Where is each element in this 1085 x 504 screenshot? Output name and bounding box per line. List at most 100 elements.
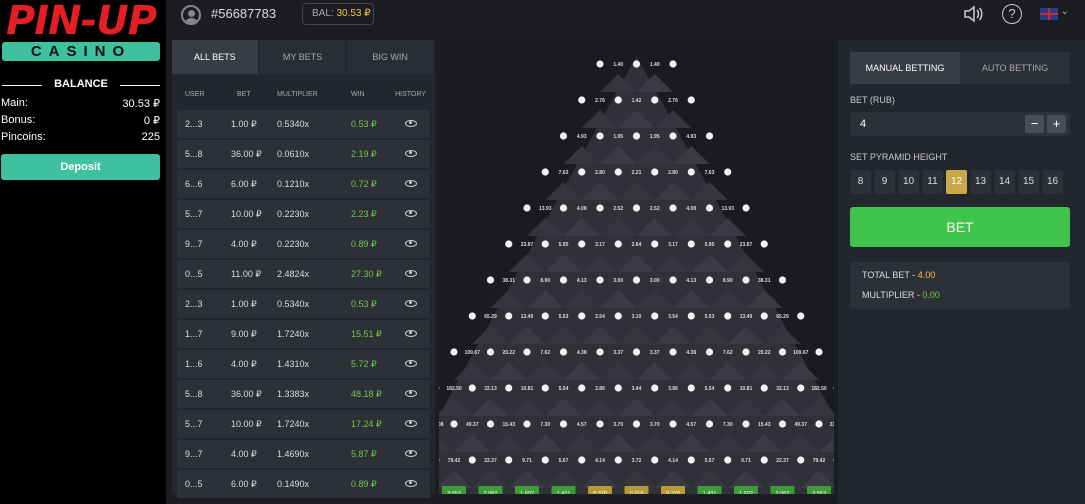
pinup-logo[interactable]: PIN-UP CASINO [0, 0, 166, 62]
history-button[interactable] [391, 389, 430, 399]
row-bet: 1.00 ₽ [231, 298, 257, 309]
help-icon[interactable]: ? [1002, 4, 1022, 24]
peg [669, 60, 677, 68]
row-bet: 36.00 ₽ [231, 388, 262, 399]
history-button[interactable] [391, 449, 430, 459]
peg [705, 204, 714, 212]
peg [541, 456, 549, 464]
peg [687, 240, 695, 248]
history-button[interactable] [391, 149, 430, 159]
history-button[interactable] [391, 209, 430, 219]
speaker-icon[interactable] [963, 4, 985, 26]
pyramid-cell [636, 218, 673, 236]
history-button[interactable] [391, 359, 430, 369]
peg [468, 456, 476, 464]
multiplier-label: 3.37 [613, 350, 623, 356]
peg [632, 60, 641, 68]
eye-icon [404, 240, 417, 247]
peg [651, 384, 659, 392]
row-bet: 4.00 ₽ [231, 448, 257, 459]
pyramid-cell [709, 290, 746, 308]
row-user: 0...5 [185, 269, 203, 279]
pyramid-cell [636, 74, 673, 92]
tab-my-bets[interactable]: MY BETS [259, 40, 346, 74]
history-button[interactable] [391, 299, 430, 309]
height-option-12[interactable]: 12 [946, 170, 967, 194]
peg [760, 240, 768, 248]
payout-slot [478, 486, 503, 494]
logo-subtext: CASINO [2, 42, 160, 61]
history-button[interactable] [391, 269, 430, 279]
bet-summary: TOTAL BET - 4.00 MULTIPLIER - 0.00 [850, 262, 1070, 309]
multiplier-label: 4.38 [686, 350, 696, 356]
peg [651, 96, 659, 104]
row-user: 2...3 [185, 119, 203, 129]
peg [705, 132, 714, 140]
peg [632, 348, 641, 356]
tab-manual-betting[interactable]: MANUAL BETTING [850, 52, 960, 84]
table-row: 0...5 11.00 ₽ 2.4824x 27.30 ₽ [177, 260, 430, 288]
table-row: 5...8 36.00 ₽ 0.0610x 2.19 ₽ [177, 140, 430, 168]
multiplier-label: 3.86 [595, 386, 605, 392]
pyramid-cell [764, 398, 801, 416]
height-option-8[interactable]: 8 [850, 170, 871, 194]
peg [578, 456, 586, 464]
deposit-button[interactable]: Deposit [1, 154, 160, 180]
pyramid-cell [709, 362, 746, 380]
pyramid-cell [439, 437, 454, 452]
history-button[interactable] [391, 419, 430, 429]
logo-text: PIN-UP [5, 0, 157, 44]
pyramid-cell [636, 146, 673, 164]
height-option-10[interactable]: 10 [898, 170, 919, 194]
increase-bet-button[interactable]: + [1047, 115, 1066, 133]
pyramid-cell [618, 254, 655, 272]
chevron-down-icon[interactable]: ⌄ [1061, 6, 1069, 16]
height-option-15[interactable]: 15 [1018, 170, 1039, 194]
row-bet: 6.00 ₽ [231, 478, 257, 489]
uk-flag-icon[interactable] [1040, 8, 1058, 20]
bet-button[interactable]: BET [850, 207, 1070, 247]
height-option-9[interactable]: 9 [874, 170, 895, 194]
multiplier-label: 5.53 [705, 314, 715, 320]
height-option-13[interactable]: 13 [970, 170, 991, 194]
multiplier-label: 7.30 [723, 422, 733, 428]
multiplier-label: 3.00 [613, 278, 623, 284]
pyramid-cell [581, 470, 619, 488]
height-option-11[interactable]: 11 [922, 170, 943, 194]
multiplier-label: 2.76 [595, 98, 605, 104]
sidebar: PIN-UP CASINO BALANCE Main: 30.53 ₽ Bonu… [0, 0, 166, 504]
pyramid-cell [581, 326, 619, 344]
height-option-14[interactable]: 14 [994, 170, 1015, 194]
tab-auto-betting[interactable]: AUTO BETTING [960, 52, 1070, 84]
pyramid-cell [527, 362, 564, 380]
user-avatar-icon[interactable] [181, 5, 201, 25]
tab-all-bets[interactable]: ALL BETS [172, 40, 258, 74]
pyramid-board: 1.40 1.40 2.76 1.42 2.76 4.93 1.95 1.95 4.93 7.63… [439, 40, 834, 494]
balance-label: Pincoins: [1, 131, 46, 143]
payout-slot-value: 3.553 [447, 491, 461, 494]
history-button[interactable] [391, 119, 430, 129]
pyramid-cell [581, 254, 619, 272]
history-button[interactable] [391, 479, 430, 489]
height-option-16[interactable]: 16 [1042, 170, 1063, 194]
peg [505, 312, 513, 320]
row-multiplier: 1.7240x [277, 329, 310, 339]
tab-big-win[interactable]: BIG WIN [347, 40, 434, 74]
decrease-bet-button[interactable]: − [1025, 115, 1044, 133]
balance-pincoins-row: Pincoins: 225 [1, 131, 160, 147]
table-row: 5...7 10.00 ₽ 0.2230x 2.23 ₽ [177, 200, 430, 228]
row-multiplier: 0.0610x [277, 149, 310, 159]
peg [742, 420, 750, 428]
peg [541, 312, 549, 320]
history-button[interactable] [391, 239, 430, 249]
pyramid-cell [545, 182, 582, 200]
row-bet: 10.00 ₽ [231, 418, 262, 429]
pyramid-cell [527, 218, 564, 236]
peg [578, 240, 586, 248]
peg [523, 420, 531, 428]
peg [669, 204, 677, 212]
table-row: 0...5 6.00 ₽ 0.1490x 0.89 ₽ [177, 470, 430, 498]
history-button[interactable] [391, 329, 430, 339]
history-button[interactable] [391, 179, 430, 189]
peg [778, 348, 787, 356]
